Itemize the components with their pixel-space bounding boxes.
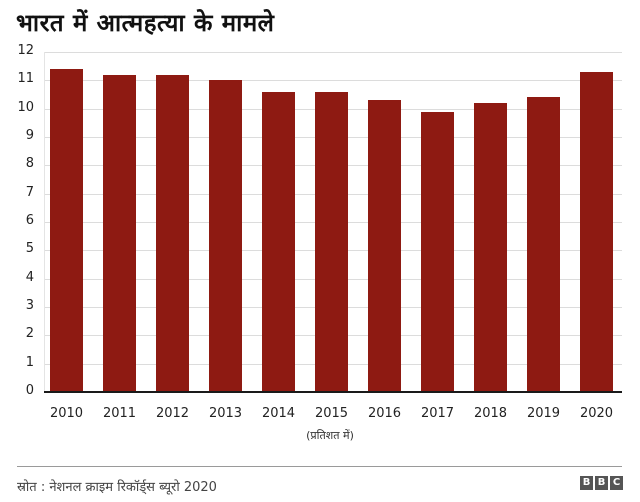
- x-axis-baseline: [44, 391, 622, 393]
- y-tick-label: 4: [25, 270, 34, 285]
- y-tick-label: 3: [25, 298, 34, 313]
- x-tick-label: 2014: [261, 406, 296, 421]
- x-tick-label: 2017: [420, 406, 455, 421]
- bar-2016: [368, 100, 401, 392]
- y-tick-label: 11: [17, 71, 34, 86]
- x-tick-label: 2010: [49, 406, 84, 421]
- y-tick-label: 0: [25, 383, 34, 398]
- x-tick-label: 2015: [314, 406, 349, 421]
- y-tick-label: 6: [25, 213, 34, 228]
- bar-2018: [474, 103, 507, 392]
- bbc-logo: B B C: [580, 476, 623, 490]
- bar-2020: [580, 71, 613, 392]
- source-note: स्रोत : नेशनल क्राइम रिकॉर्ड्स ब्यूरो 20…: [17, 480, 217, 495]
- x-axis-label: (प्रतिशत में): [306, 429, 354, 442]
- x-tick-label: 2016: [367, 406, 402, 421]
- gridline: [44, 80, 622, 81]
- chart-title: भारत में आत्महत्या के मामले: [16, 9, 275, 37]
- y-tick-label: 10: [17, 100, 34, 115]
- x-tick-label: 2012: [155, 406, 190, 421]
- bar-2010: [50, 69, 83, 392]
- y-axis-line: [44, 52, 45, 392]
- y-tick-label: 7: [25, 185, 34, 200]
- y-tick-label: 12: [17, 43, 34, 58]
- bar-2019: [527, 97, 560, 392]
- logo-letter: B: [595, 476, 608, 490]
- y-tick-label: 9: [25, 128, 34, 143]
- y-tick-label: 5: [25, 241, 34, 256]
- footer-divider: [17, 466, 622, 467]
- bar-2015: [315, 91, 348, 392]
- y-tick-label: 2: [25, 326, 34, 341]
- bar-2012: [156, 74, 189, 392]
- logo-letter: B: [580, 476, 593, 490]
- gridline: [44, 52, 622, 53]
- x-tick-label: 2013: [208, 406, 243, 421]
- y-tick-label: 1: [25, 355, 34, 370]
- y-tick-label: 8: [25, 156, 34, 171]
- bar-2017: [421, 111, 454, 392]
- x-tick-label: 2018: [473, 406, 508, 421]
- logo-letter: C: [610, 476, 623, 490]
- bar-2014: [262, 91, 295, 392]
- bar-chart: 0 1 2 3 4 5 6 7 8 9 10 11 12 2010 2011 2012 2013 2014 201…: [17, 43, 622, 442]
- x-tick-label: 2020: [579, 406, 614, 421]
- bar-2011: [103, 74, 136, 392]
- x-tick-label: 2011: [102, 406, 137, 421]
- bar-2013: [209, 80, 242, 392]
- x-tick-label: 2019: [526, 406, 561, 421]
